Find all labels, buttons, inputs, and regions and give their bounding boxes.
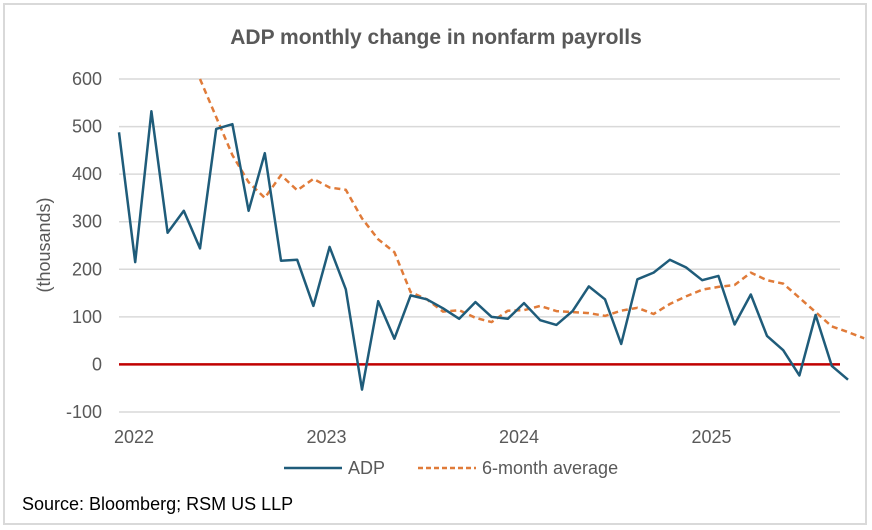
y-tick-label: 500 bbox=[72, 117, 102, 137]
series-group bbox=[117, 78, 865, 391]
y-tick-label: 300 bbox=[72, 212, 102, 232]
legend-adp-label: ADP bbox=[348, 458, 385, 478]
y-tick-label: 0 bbox=[92, 354, 102, 374]
chart-frame bbox=[3, 3, 867, 525]
series-line-adp bbox=[117, 110, 849, 391]
source-note: Source: Bloomberg; RSM US LLP bbox=[22, 494, 293, 514]
x-tick-label: 2022 bbox=[114, 427, 154, 447]
legend: ADP 6-month average bbox=[284, 458, 618, 478]
x-axis-ticks: 2022 2023 2024 2025 bbox=[114, 427, 732, 447]
series-line-6-month-average bbox=[198, 78, 865, 340]
y-tick-label: 100 bbox=[72, 307, 102, 327]
y-tick-label: 400 bbox=[72, 164, 102, 184]
chart-title: ADP monthly change in nonfarm payrolls bbox=[230, 26, 642, 49]
x-tick-label: 2023 bbox=[306, 427, 346, 447]
gridlines bbox=[119, 78, 840, 413]
y-axis-ticks: 600 500 400 300 200 100 0 -100 bbox=[66, 69, 102, 422]
x-tick-label: 2025 bbox=[691, 427, 731, 447]
x-tick-label: 2024 bbox=[499, 427, 539, 447]
legend-avg-label: 6-month average bbox=[482, 458, 618, 478]
y-tick-label: 600 bbox=[72, 69, 102, 89]
y-tick-label: -100 bbox=[66, 402, 102, 422]
y-axis-label: (thousands) bbox=[34, 197, 54, 292]
y-tick-label: 200 bbox=[72, 259, 102, 279]
